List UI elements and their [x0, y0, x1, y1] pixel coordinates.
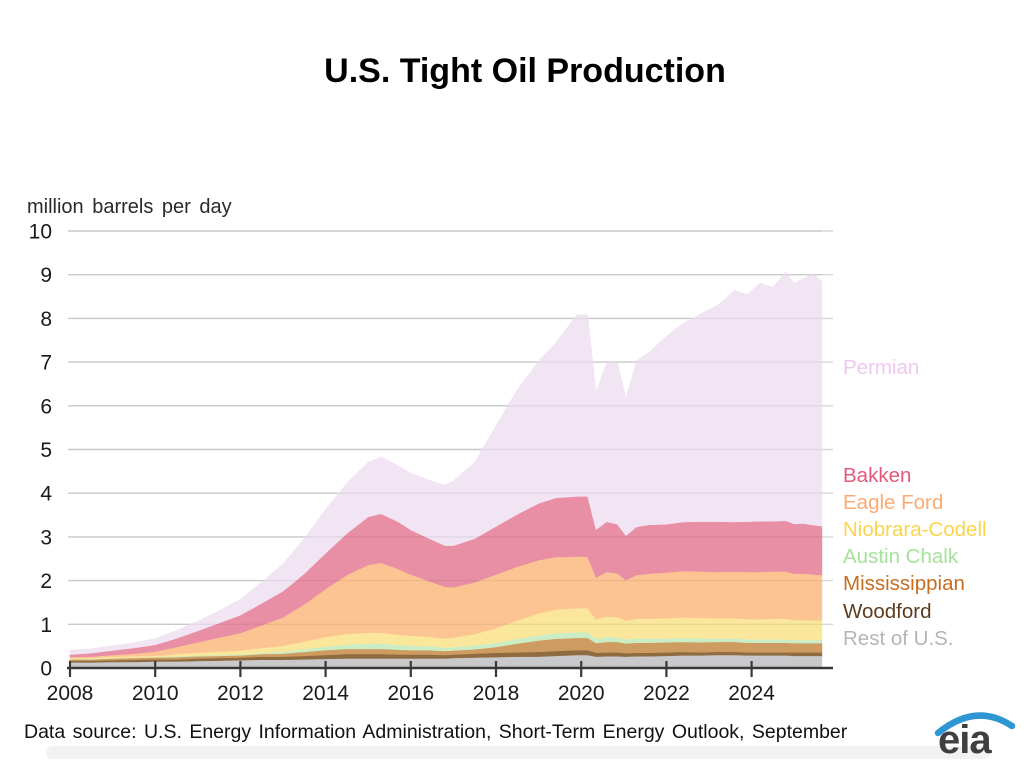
x-tick-label-2018: 2018 — [473, 682, 520, 705]
x-tick-label-2014: 2014 — [302, 682, 349, 705]
y-tick-label-5: 5 — [40, 439, 52, 462]
legend-label-niobrara_codell: Niobrara-Codell — [843, 517, 987, 541]
horizontal-scrollbar[interactable] — [46, 746, 990, 759]
y-tick-label-10: 10 — [29, 221, 52, 244]
area-permian — [69, 271, 823, 655]
data-source-note: Data source: U.S. Energy Information Adm… — [24, 721, 848, 743]
y-tick-label-3: 3 — [40, 526, 52, 549]
legend-label-eagle_ford: Eagle Ford — [843, 490, 944, 514]
legend-label-bakken: Bakken — [843, 463, 912, 487]
x-tick-label-2020: 2020 — [558, 682, 605, 705]
eia-logo: eia — [932, 700, 1018, 762]
y-tick-label-4: 4 — [40, 483, 52, 506]
legend-label-woodford: Woodford — [843, 599, 932, 623]
y-tick-label-2: 2 — [40, 570, 52, 593]
eia-swoosh-icon — [934, 712, 1016, 737]
eia-logo-text: eia — [938, 718, 992, 762]
legend-label-austin_chalk: Austin Chalk — [843, 545, 959, 569]
legend-label-rest_of_us: Rest of U.S. — [843, 626, 954, 650]
y-axis-unit-label: million barrels per day — [27, 196, 232, 218]
x-tick-label-2010: 2010 — [132, 682, 179, 705]
y-tick-label-7: 7 — [40, 352, 52, 375]
legend-label-mississippian: Mississippian — [843, 572, 965, 596]
x-tick-label-2024: 2024 — [728, 682, 775, 705]
y-tick-label-8: 8 — [40, 308, 52, 331]
chart-title: U.S. Tight Oil Production — [324, 52, 726, 90]
x-tick-label-2008: 2008 — [47, 682, 94, 705]
y-tick-label-1: 1 — [40, 614, 52, 637]
y-tick-label-6: 6 — [40, 395, 52, 418]
x-tick-label-2012: 2012 — [217, 682, 264, 705]
x-tick-label-2022: 2022 — [643, 682, 690, 705]
legend-label-permian: Permian — [843, 356, 920, 379]
x-tick-label-2016: 2016 — [387, 682, 434, 705]
y-tick-label-0: 0 — [40, 658, 52, 681]
y-tick-label-9: 9 — [40, 264, 52, 287]
